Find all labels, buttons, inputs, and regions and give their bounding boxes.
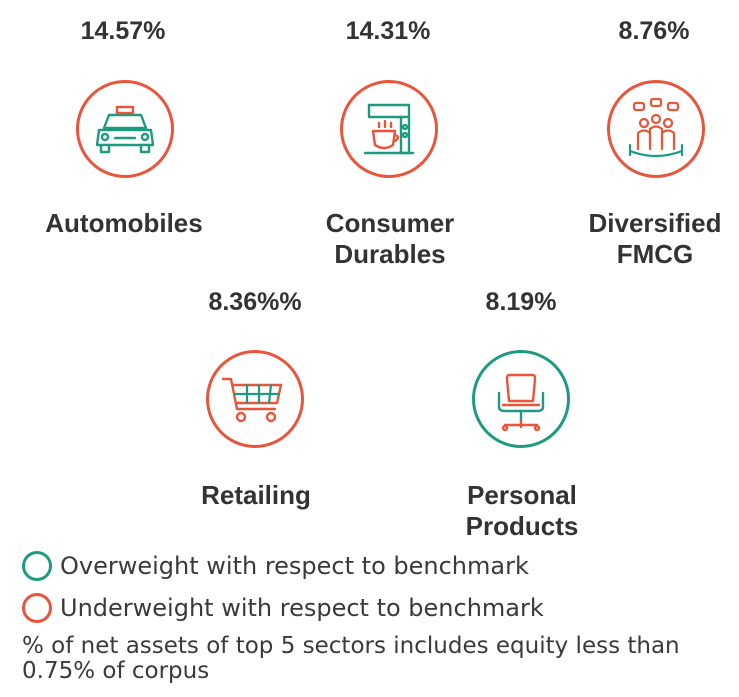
retailing-label: Retailing [201, 480, 311, 510]
people-group-icon [628, 97, 684, 158]
footnote: % of net assets of top 5 sectors include… [22, 633, 680, 684]
automobiles-label: Automobiles [45, 208, 203, 238]
diversified-fmcg-label: Diversified FMCG [588, 208, 722, 269]
diversified-fmcg-badge [607, 80, 705, 178]
office-chair-icon [497, 373, 545, 432]
automobiles-percentage: 14.57% [80, 17, 166, 45]
personal-products-label: Personal Products [465, 480, 579, 541]
diversified-fmcg-percentage: 8.76% [618, 17, 690, 45]
automobiles-badge [76, 80, 174, 178]
retailing-percentage: 8.36%% [208, 288, 302, 316]
coffee-machine-icon [363, 103, 415, 155]
underweight-circle-icon [22, 593, 52, 623]
overweight-circle-icon [22, 551, 52, 581]
consumer-durables-label: Consumer Durables [325, 208, 455, 269]
legend-underweight: Underweight with respect to benchmark [22, 593, 544, 623]
retailing-badge [206, 350, 304, 448]
legend-underweight-text: Underweight with respect to benchmark [60, 594, 544, 622]
consumer-durables-badge [340, 80, 438, 178]
personal-products-badge [472, 350, 570, 448]
shopping-cart-icon [221, 377, 283, 423]
personal-products-percentage: 8.19% [485, 288, 557, 316]
legend-overweight-text: Overweight with respect to benchmark [60, 552, 529, 580]
car-icon [95, 105, 155, 154]
legend-overweight: Overweight with respect to benchmark [22, 551, 529, 581]
consumer-durables-percentage: 14.31% [345, 17, 431, 45]
